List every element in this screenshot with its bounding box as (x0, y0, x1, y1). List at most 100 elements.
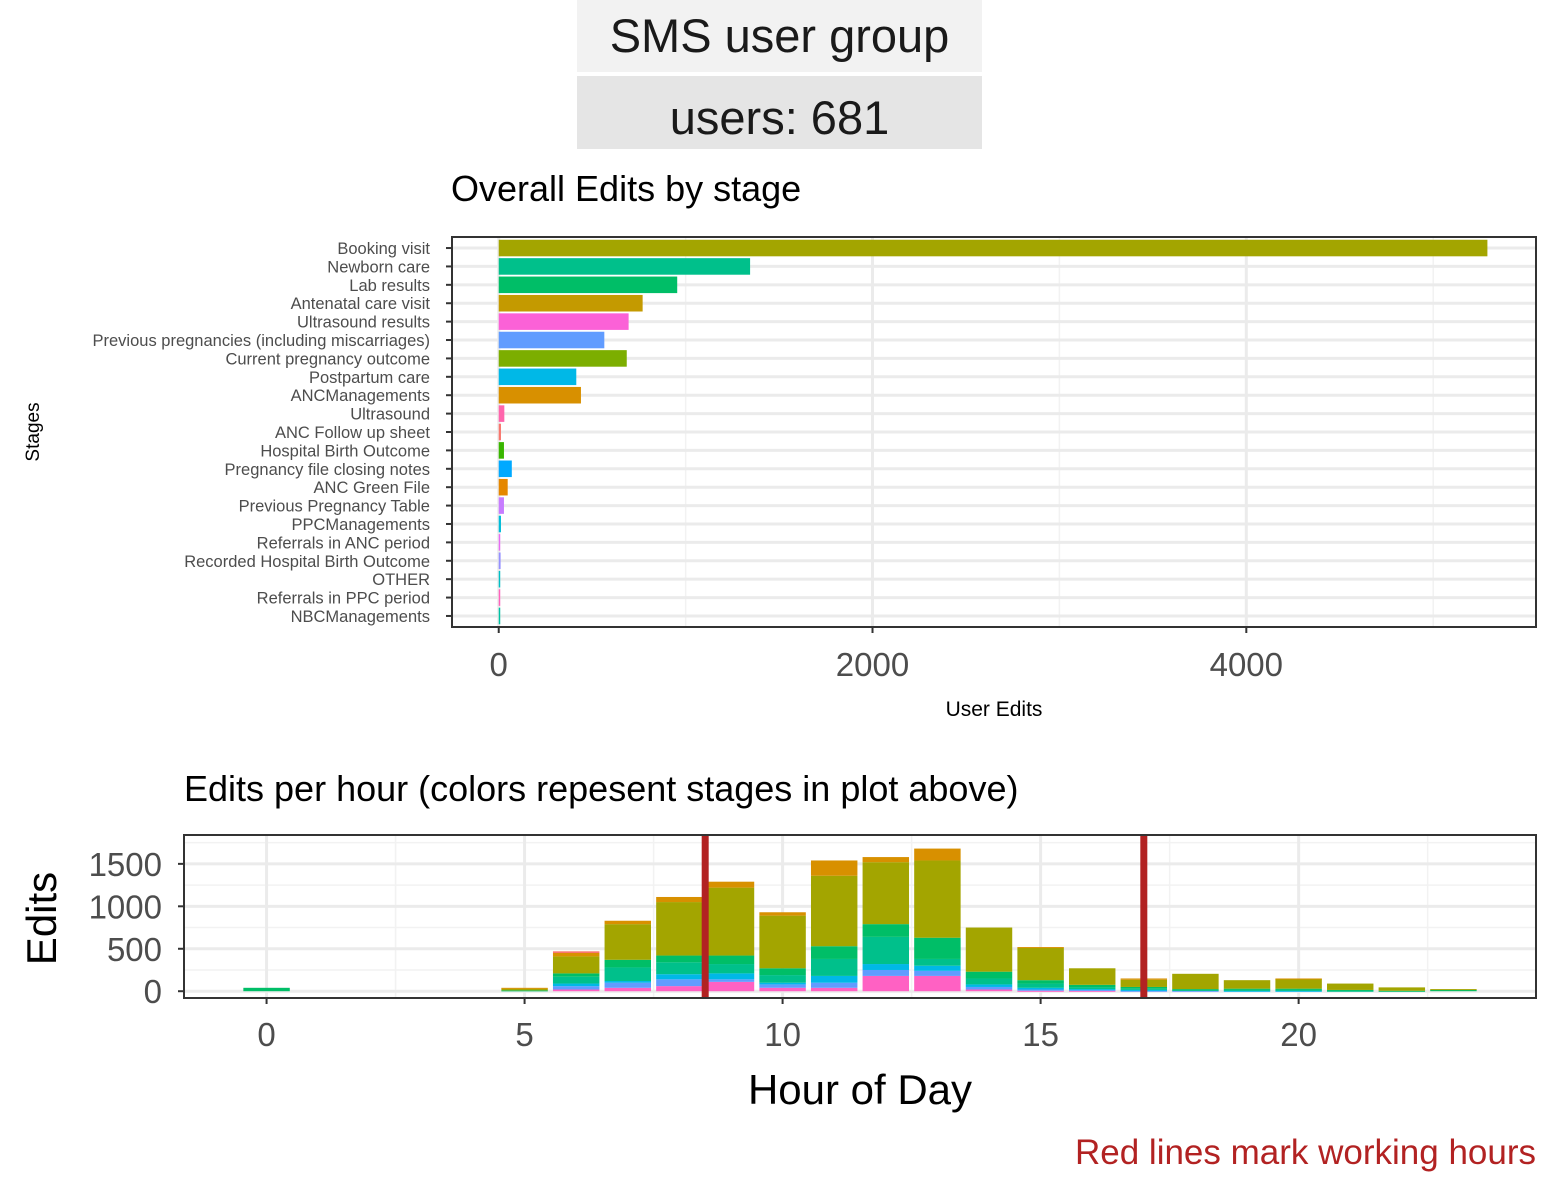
stage-y-tick-label: Previous Pregnancy Table (239, 498, 430, 516)
hour-chart-x-axis: 0 5 10 15 20 (257, 998, 1317, 1053)
hour-bar-segment (656, 986, 703, 992)
hour-bar-segment (1172, 989, 1219, 991)
stage-bar (498, 331, 605, 349)
hour-x-tick-label: 20 (1280, 1016, 1317, 1053)
hour-bar-segment (914, 848, 961, 861)
stage-bar (498, 313, 629, 330)
hour-bar-segment (1327, 989, 1374, 991)
hour-bar-segment (1172, 973, 1219, 990)
hour-bar-segment (862, 862, 910, 925)
hour-bar-segment (243, 987, 290, 992)
hour-bar-segment (707, 979, 755, 982)
hour-bar-segment (1223, 988, 1271, 990)
stage-y-tick-label: Hospital Birth Outcome (260, 442, 430, 460)
hour-chart-y-axis: 0 500 1000 1500 (89, 846, 184, 1010)
stage-y-tick-label: Pregnancy file closing notes (225, 461, 430, 479)
hour-bar-segment (1172, 989, 1219, 991)
hour-bar-segment (1068, 984, 1116, 988)
hour-y-tick-label: 0 (144, 973, 162, 1010)
hour-x-tick-label: 5 (515, 1016, 533, 1053)
hour-chart-grid (184, 835, 1536, 998)
facet-strip-group: SMS user group (577, 0, 982, 72)
hour-bar-segment (1275, 989, 1322, 991)
stage-y-tick-label: PPCManagements (292, 516, 431, 534)
hour-bar-segment (1017, 990, 1064, 992)
hour-bar-segment (1017, 987, 1064, 990)
hour-y-tick-label: 1500 (89, 846, 162, 883)
stage-y-tick-label: Current pregnancy outcome (225, 350, 430, 368)
hour-bar-segment (1068, 990, 1116, 992)
hour-bar-segment (604, 967, 652, 982)
hour-bar-segment (759, 915, 806, 969)
hour-y-tick-label: 500 (107, 931, 162, 968)
hour-bar-segment (1172, 990, 1219, 992)
stage-bar (498, 552, 501, 570)
stage-y-tick-label: Newborn care (327, 258, 430, 276)
hour-x-tick-label: 10 (764, 1016, 801, 1053)
hour-bar-segment (965, 984, 1013, 987)
hour-bar-segment (552, 976, 600, 984)
hour-bar-segment (965, 978, 1013, 985)
hour-bar-segment (1068, 987, 1116, 990)
hour-bar-segment (914, 975, 961, 992)
stage-bar (498, 570, 501, 588)
stage-y-tick-label: Previous pregnancies (including miscarri… (93, 332, 431, 350)
working-hours-lines (701, 835, 1148, 998)
hour-bar-segment (1223, 990, 1271, 992)
hour-bar-segment (1378, 987, 1426, 991)
hour-bar-segment (1017, 983, 1064, 988)
hour-bar-segment (656, 962, 703, 975)
hour-bar-segment (1275, 978, 1322, 989)
hour-chart-title: Edits per hour (colors repesent stages i… (184, 768, 1019, 809)
hour-bar-segment (1378, 990, 1426, 992)
hour-bar-segment (914, 860, 961, 938)
stage-y-tick-label: ANCManagements (291, 387, 430, 405)
hour-bar-segment (707, 881, 755, 888)
stage-bar (498, 276, 678, 294)
hour-bar-segment (1223, 989, 1271, 991)
stage-chart-x-axis: 0 2000 4000 (490, 627, 1283, 683)
facet-strip-users: users: 681 (577, 76, 982, 149)
hour-bar-segment (914, 970, 961, 976)
stage-y-tick-label: ANC Green File (314, 479, 430, 497)
stage-bars (498, 239, 1488, 625)
hour-bar-segment (1068, 989, 1116, 991)
hour-bar-segment (604, 987, 652, 992)
stage-chart-x-label: User Edits (946, 698, 1043, 721)
hour-bar-segment (1068, 968, 1116, 985)
hour-bar-segment (552, 973, 600, 977)
stage-y-tick-label: Antenatal care visit (291, 295, 431, 313)
stage-y-tick-label: Recorded Hospital Birth Outcome (184, 553, 430, 571)
hour-bar-segment (1068, 989, 1116, 991)
stage-bar (498, 589, 501, 606)
stage-y-tick-label: ANC Follow up sheet (275, 424, 430, 442)
hour-bar-segment (604, 920, 652, 925)
stage-bar (498, 423, 501, 441)
hour-bar-segment (810, 975, 858, 983)
hour-bar-segment (1017, 947, 1064, 949)
stage-bar (498, 239, 1488, 257)
hour-stacked-bars (243, 848, 1477, 992)
hour-bar-segment (1275, 988, 1322, 990)
hour-bar-segment (914, 937, 961, 959)
hour-bar-segment (759, 975, 806, 983)
hour-bar-segment (965, 971, 1013, 979)
hour-bar-segment (707, 887, 755, 956)
hour-bar-segment (656, 974, 703, 980)
stage-bar (498, 460, 512, 478)
stage-y-tick-label: Booking visit (337, 240, 430, 258)
stage-bar (498, 350, 627, 367)
hour-bar-segment (501, 988, 548, 991)
stage-x-tick-label: 2000 (836, 646, 909, 683)
hour-bar-segment (1327, 983, 1374, 990)
hour-bar-segment (914, 965, 961, 971)
hour-bar-segment (759, 987, 806, 992)
stage-y-tick-label: NBCManagements (291, 608, 430, 626)
hour-bar-segment (707, 964, 755, 974)
hour-bar-segment (1017, 980, 1064, 984)
hour-bar-segment (759, 912, 806, 916)
hour-bar-segment (810, 875, 858, 947)
stage-y-tick-label: Ultrasound results (297, 314, 430, 332)
stage-bar (498, 607, 501, 625)
hour-bar-segment (501, 987, 548, 989)
